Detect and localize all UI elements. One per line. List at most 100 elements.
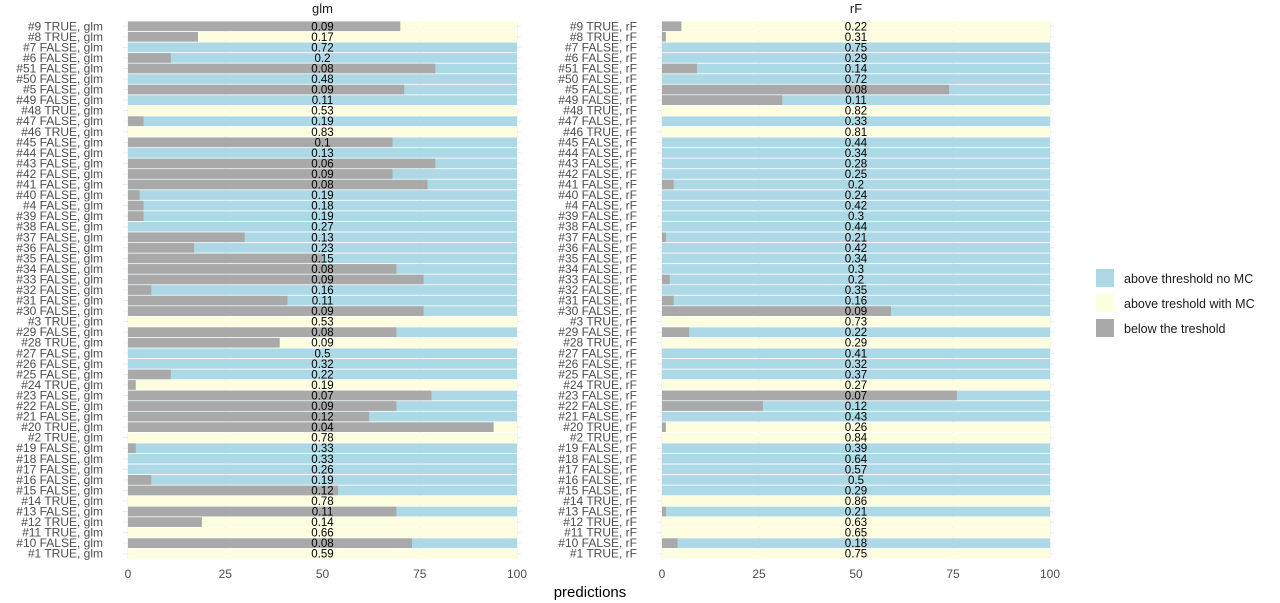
- row-label: #51 FALSE, rF: [558, 61, 637, 75]
- row-label: #36 FALSE, glm: [16, 241, 103, 255]
- bar-below: [662, 401, 763, 411]
- bar-remaining: [128, 221, 517, 232]
- value-label: 0.86: [845, 496, 867, 508]
- bar-below: [128, 538, 412, 549]
- row-label: #13 FALSE, rF: [558, 505, 637, 519]
- row-label: #28 TRUE, glm: [21, 336, 103, 350]
- value-label: 0.18: [311, 201, 333, 213]
- row-label: #41 FALSE, rF: [558, 178, 637, 192]
- bar-below: [128, 137, 393, 148]
- row-label: #16 FALSE, rF: [558, 473, 637, 487]
- value-label: 0.42: [845, 243, 867, 255]
- row-label: #45 FALSE, rF: [558, 135, 637, 149]
- bar-remaining: [662, 200, 1050, 211]
- bar-remaining: [128, 200, 517, 211]
- bar-remaining: [128, 358, 517, 369]
- row-label: #1 TRUE, rF: [570, 547, 637, 561]
- bar-remaining: [662, 42, 1050, 53]
- row-label: #40 FALSE, rF: [558, 188, 637, 202]
- bar-remaining: [128, 316, 517, 327]
- bar-remaining: [662, 253, 1050, 264]
- row-label: #1 TRUE, glm: [28, 547, 103, 561]
- row-label: #11 TRUE, glm: [22, 526, 103, 540]
- row-label: #25 FALSE, glm: [16, 367, 103, 381]
- row-label: #30 FALSE, glm: [16, 304, 103, 318]
- bar-remaining: [662, 464, 1050, 475]
- value-label: 0.73: [845, 317, 867, 329]
- value-label: 0.63: [845, 517, 867, 529]
- row-label: #50 FALSE, glm: [16, 72, 103, 86]
- row-label: #24 TRUE, glm: [21, 378, 103, 392]
- row-label: #44 FALSE, glm: [16, 146, 103, 160]
- bar-remaining: [662, 380, 1050, 390]
- value-label: 0.15: [311, 253, 333, 265]
- row-label: #17 FALSE, glm: [16, 462, 103, 476]
- row-label: #36 FALSE, rF: [558, 241, 637, 255]
- row-label: #40 FALSE, glm: [16, 188, 103, 202]
- value-label: 0.32: [311, 359, 333, 371]
- bar-remaining: [662, 358, 1050, 369]
- bar-below: [662, 422, 666, 432]
- row-label: #42 FALSE, glm: [16, 167, 103, 181]
- value-label: 0.37: [845, 369, 867, 381]
- bar-below: [662, 21, 682, 32]
- bar-remaining: [662, 295, 1050, 306]
- value-label: 0.28: [845, 158, 867, 170]
- bar-below: [128, 242, 195, 253]
- bar-below: [128, 306, 424, 316]
- row-label: #45 FALSE, glm: [16, 135, 103, 149]
- bar-remaining: [662, 337, 1050, 348]
- value-label: 0.29: [845, 53, 867, 65]
- legend-label: above threshold no MC: [1124, 272, 1253, 286]
- value-label: 0.78: [311, 496, 333, 508]
- value-label: 0.09: [311, 401, 333, 413]
- row-label: #16 FALSE, glm: [16, 473, 103, 487]
- value-label: 0.07: [311, 390, 333, 402]
- bar-remaining: [128, 548, 517, 559]
- bar-remaining: [128, 126, 517, 137]
- bar-remaining: [128, 148, 517, 158]
- bar-below: [128, 401, 397, 411]
- value-label: 0.19: [311, 116, 333, 128]
- bar-below: [128, 169, 393, 179]
- value-label: 0.27: [845, 380, 867, 392]
- value-label: 0.3: [848, 211, 864, 223]
- row-label: #35 FALSE, glm: [16, 251, 103, 265]
- row-label: #37 FALSE, rF: [558, 230, 637, 244]
- x-tick-label: 25: [219, 567, 233, 581]
- value-label: 0.59: [311, 549, 333, 561]
- legend-label: above treshold with MC: [1124, 297, 1255, 311]
- value-label: 0.5: [848, 475, 864, 487]
- x-tick-label: 50: [316, 567, 330, 581]
- value-label: 0.23: [311, 243, 333, 255]
- value-label: 0.27: [311, 222, 333, 234]
- bar-remaining: [662, 538, 1050, 549]
- x-tick-label: 100: [1040, 567, 1060, 581]
- bar-remaining: [662, 422, 1050, 432]
- row-label: #7 FALSE, glm: [23, 40, 103, 54]
- value-label: 0.22: [845, 21, 867, 33]
- bar-below: [662, 232, 666, 243]
- value-label: 0.5: [315, 348, 331, 360]
- row-label: #32 FALSE, rF: [558, 283, 637, 297]
- value-label: 0.16: [311, 285, 333, 297]
- bar-remaining: [662, 126, 1050, 137]
- bar-remaining: [662, 274, 1050, 285]
- bar-remaining: [662, 485, 1050, 496]
- bar-remaining: [662, 169, 1050, 179]
- value-label: 0.25: [845, 169, 867, 181]
- value-label: 0.19: [311, 475, 333, 487]
- bar-remaining: [662, 453, 1050, 464]
- bar-below: [662, 538, 678, 549]
- row-label: #23 FALSE, glm: [16, 388, 103, 402]
- value-label: 0.66: [311, 528, 333, 540]
- bar-remaining: [128, 285, 517, 295]
- bar-below: [128, 190, 140, 200]
- row-label: #7 FALSE, rF: [565, 40, 637, 54]
- value-label: 0.43: [845, 412, 867, 424]
- value-label: 0.41: [845, 348, 867, 360]
- value-label: 0.29: [845, 485, 867, 497]
- value-label: 0.17: [311, 32, 333, 44]
- row-label: #18 FALSE, rF: [558, 452, 637, 466]
